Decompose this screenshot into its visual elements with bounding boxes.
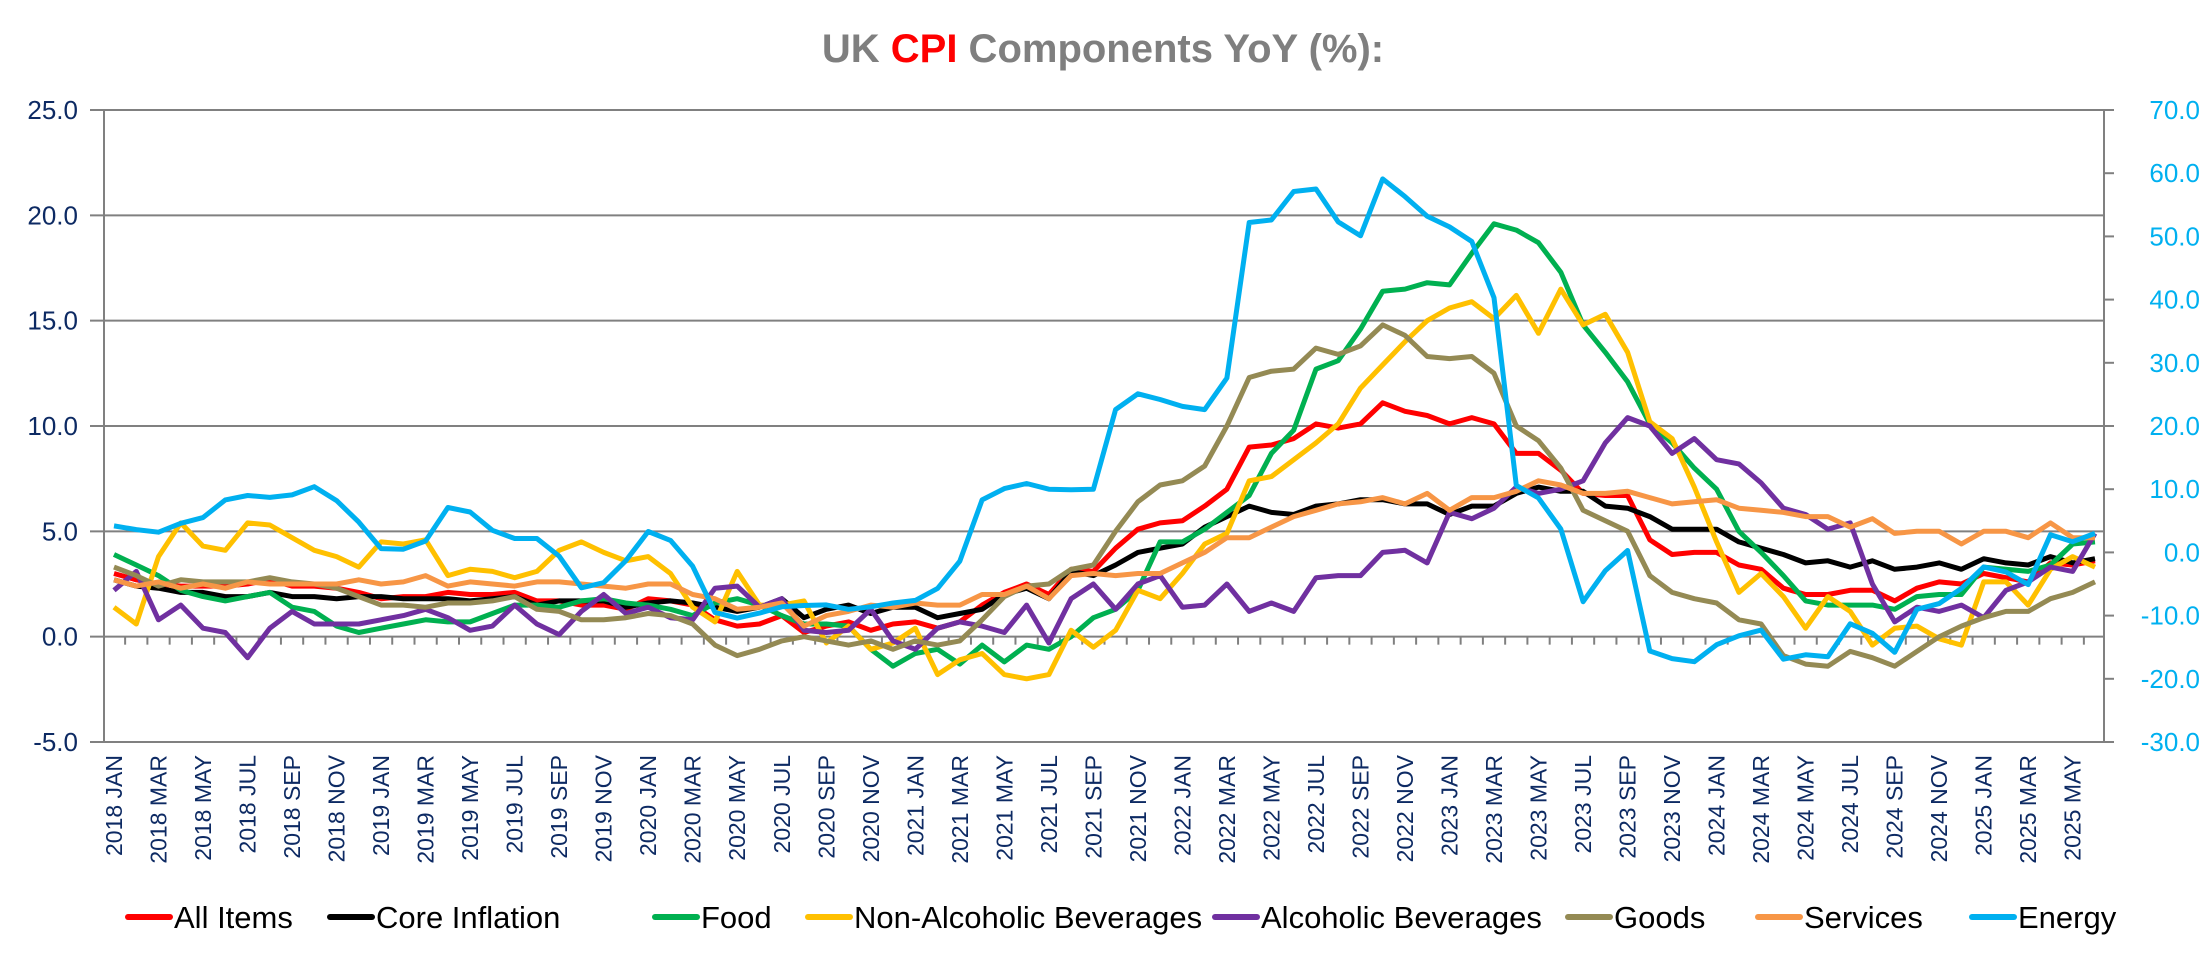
x-tick-label: 2020 MAY (724, 755, 750, 861)
y-tick-label-right: 40.0 (2149, 285, 2200, 315)
x-axis-ticks: 2018 JAN 2018 MAR 2018 MAY 2018 JUL 2018 SEP… (101, 754, 2086, 863)
x-tick-label: 2019 JUL (502, 755, 528, 854)
x-tick-label: 2021 JUL (1036, 755, 1062, 854)
title-part: Components YoY (%): (957, 27, 1384, 71)
y-tick-label-left: 0.0 (42, 622, 78, 652)
x-tick-label: 2024 JUL (1837, 755, 1863, 854)
y-tick-label-right: 60.0 (2149, 158, 2200, 188)
legend-label: Energy (2018, 900, 2117, 935)
x-tick-label: 2025 JAN (1971, 755, 1997, 856)
x-tick-label: 2019 JAN (368, 755, 394, 856)
x-tick-label: 2024 JAN (1704, 755, 1730, 856)
chart-title: UK CPI Components YoY (%): (822, 27, 1384, 71)
legend-item: Non-Alcoholic Beverages (805, 900, 1202, 935)
legend-label: Food (701, 900, 772, 935)
legend-item: All Items (125, 900, 293, 935)
y-tick-label-left: 25.0 (27, 95, 78, 125)
legend-item: Alcoholic Beverages (1212, 900, 1542, 935)
legend-label: Non-Alcoholic Beverages (854, 900, 1202, 935)
x-tick-label: 2024 SEP (1882, 755, 1908, 859)
legend: All Items Core Inflation Food Non-Alcoholic… (125, 900, 2117, 935)
series-line-core-inflation (113, 484, 2096, 621)
x-tick-label: 2018 JAN (101, 755, 127, 856)
x-tick-label: 2018 SEP (279, 755, 305, 859)
y-tick-label-right: 30.0 (2149, 348, 2200, 378)
x-tick-label: 2024 MAR (1748, 755, 1774, 864)
title-accent: CPI (891, 27, 958, 71)
x-tick-label: 2022 JUL (1303, 755, 1329, 854)
y-tick-label-left: 5.0 (42, 516, 78, 546)
x-tick-label: 2018 JUL (235, 755, 261, 854)
x-tick-label: 2024 MAY (1793, 755, 1819, 861)
gridlines (90, 109, 2104, 743)
y-tick-label-left: 20.0 (27, 200, 78, 230)
x-tick-label: 2020 JUL (769, 755, 795, 854)
y-tick-label-right: -10.0 (2141, 601, 2200, 631)
x-tick-label: 2023 NOV (1659, 754, 1685, 862)
x-tick-label: 2022 SEP (1347, 755, 1373, 859)
x-tick-label: 2020 MAR (680, 755, 706, 864)
legend-item: Core Inflation (327, 900, 560, 935)
x-tick-label: 2024 NOV (1926, 754, 1952, 862)
x-tick-label: 2021 NOV (1125, 754, 1151, 862)
x-tick-label: 2019 MAY (457, 755, 483, 861)
legend-item: Goods (1565, 900, 1705, 935)
x-tick-label: 2023 JAN (1437, 755, 1463, 856)
x-tick-label: 2018 NOV (324, 754, 350, 862)
legend-label: Services (1804, 900, 1923, 935)
y-axis-left-ticks: -5.0 0.0 5.0 10.0 15.0 20.0 25.0 (27, 95, 78, 757)
y-tick-label-left: -5.0 (33, 727, 78, 757)
x-tick-label: 2021 MAY (991, 755, 1017, 861)
x-tick-label: 2021 SEP (1080, 755, 1106, 859)
y-tick-label-right: 70.0 (2149, 95, 2200, 125)
legend-label: Alcoholic Beverages (1261, 900, 1542, 935)
x-tick-label: 2021 JAN (902, 755, 928, 856)
x-tick-label: 2022 JAN (1169, 755, 1195, 856)
series-line-energy (113, 176, 2096, 665)
x-tick-label: 2025 MAR (2015, 755, 2041, 864)
x-tick-label: 2020 JAN (635, 755, 661, 856)
x-tick-label: 2023 MAY (1526, 755, 1552, 861)
y-tick-label-left: 15.0 (27, 306, 78, 336)
x-tick-label: 2022 NOV (1392, 754, 1418, 862)
x-tick-label: 2018 MAR (146, 755, 172, 864)
y-tick-label-right: 0.0 (2164, 537, 2200, 567)
x-tick-label: 2023 SEP (1615, 755, 1641, 859)
y-tick-label-right: -20.0 (2141, 664, 2200, 694)
y-tick-label-right: 50.0 (2149, 221, 2200, 251)
legend-label: All Items (174, 900, 293, 935)
x-tick-label: 2025 MAY (2060, 755, 2086, 861)
legend-item: Services (1755, 900, 1923, 935)
series-line-food (112, 221, 2096, 669)
series-lines (112, 176, 2098, 682)
legend-item: Food (652, 900, 772, 935)
series-line-goods (113, 322, 2097, 669)
series-line-services (113, 478, 2095, 629)
y-tick-label-left: 10.0 (27, 411, 78, 441)
x-tick-label: 2020 NOV (858, 754, 884, 862)
legend-label: Core Inflation (376, 900, 560, 935)
y-axis-right-ticks: -30.0 -20.0 -10.0 0.0 10.0 20.0 30.0 40.0 50.0 60… (2141, 95, 2200, 757)
y-tick-label-right: 10.0 (2149, 474, 2200, 504)
x-tick-label: 2019 SEP (546, 755, 572, 859)
x-tick-label: 2023 MAR (1481, 755, 1507, 864)
x-tick-label: 2019 NOV (591, 754, 617, 862)
x-tick-label: 2022 MAR (1214, 755, 1240, 864)
legend-item: Energy (1969, 900, 2117, 935)
x-tick-label: 2020 SEP (813, 755, 839, 859)
x-tick-label: 2023 JUL (1570, 755, 1596, 854)
y-tick-label-right: 20.0 (2149, 411, 2200, 441)
x-tick-label: 2019 MAR (413, 755, 439, 864)
series-line-non-alcoholic-beverages (112, 286, 2097, 682)
x-tick-label: 2022 MAY (1258, 755, 1284, 861)
x-tick-label: 2021 MAR (947, 755, 973, 864)
y-tick-label-right: -30.0 (2141, 727, 2200, 757)
series-line-alcoholic-beverages (112, 415, 2098, 661)
x-tick-label: 2018 MAY (190, 755, 216, 861)
legend-label: Goods (1614, 900, 1705, 935)
title-part: UK (822, 27, 891, 71)
series-line-all-items (113, 400, 2096, 635)
axes (103, 109, 2114, 743)
